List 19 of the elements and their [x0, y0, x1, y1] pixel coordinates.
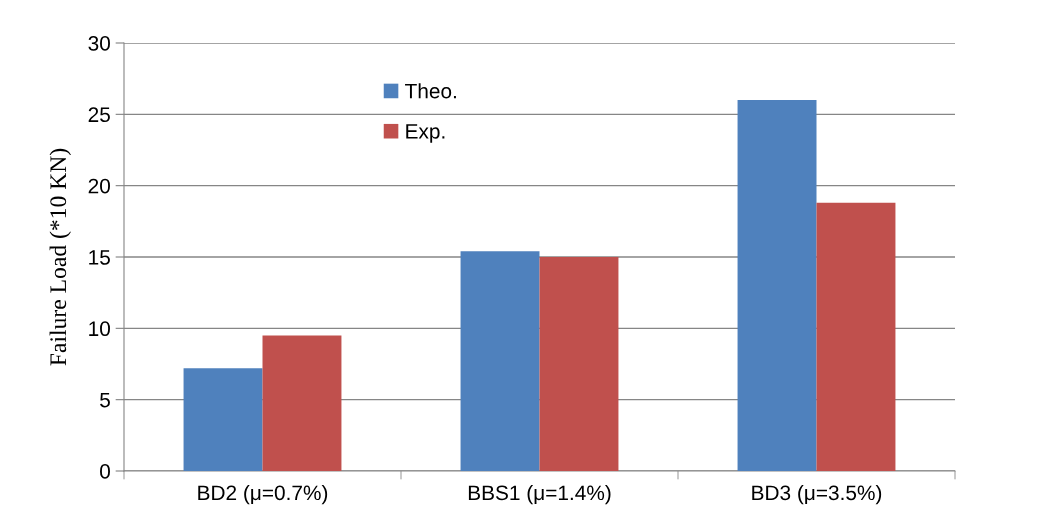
x-tick-label: BD3 (μ=3.5%) [752, 484, 882, 505]
y-tick-label: 30 [88, 36, 110, 51]
y-tick-label: 25 [88, 107, 110, 123]
bar [737, 100, 817, 471]
y-tick-label: 5 [100, 392, 110, 408]
y-axis-title: Failure Load (*10 KN) [49, 148, 71, 366]
bar [816, 202, 896, 471]
y-tick-label: 15 [89, 250, 110, 265]
bar [183, 368, 263, 471]
x-tick-label: BD2 (μ=0.7%) [198, 484, 328, 505]
legend-label: Theo. [405, 83, 456, 99]
y-tick-label: 20 [88, 178, 110, 194]
y-tick-label: 10 [89, 321, 110, 337]
y-tick-label: 0 [100, 464, 110, 479]
bar [539, 257, 619, 471]
legend-label: Exp. [406, 124, 445, 143]
bar [460, 251, 540, 471]
bar [262, 335, 342, 471]
x-tick-label: BBS1 (μ=1.4%) [468, 484, 611, 505]
